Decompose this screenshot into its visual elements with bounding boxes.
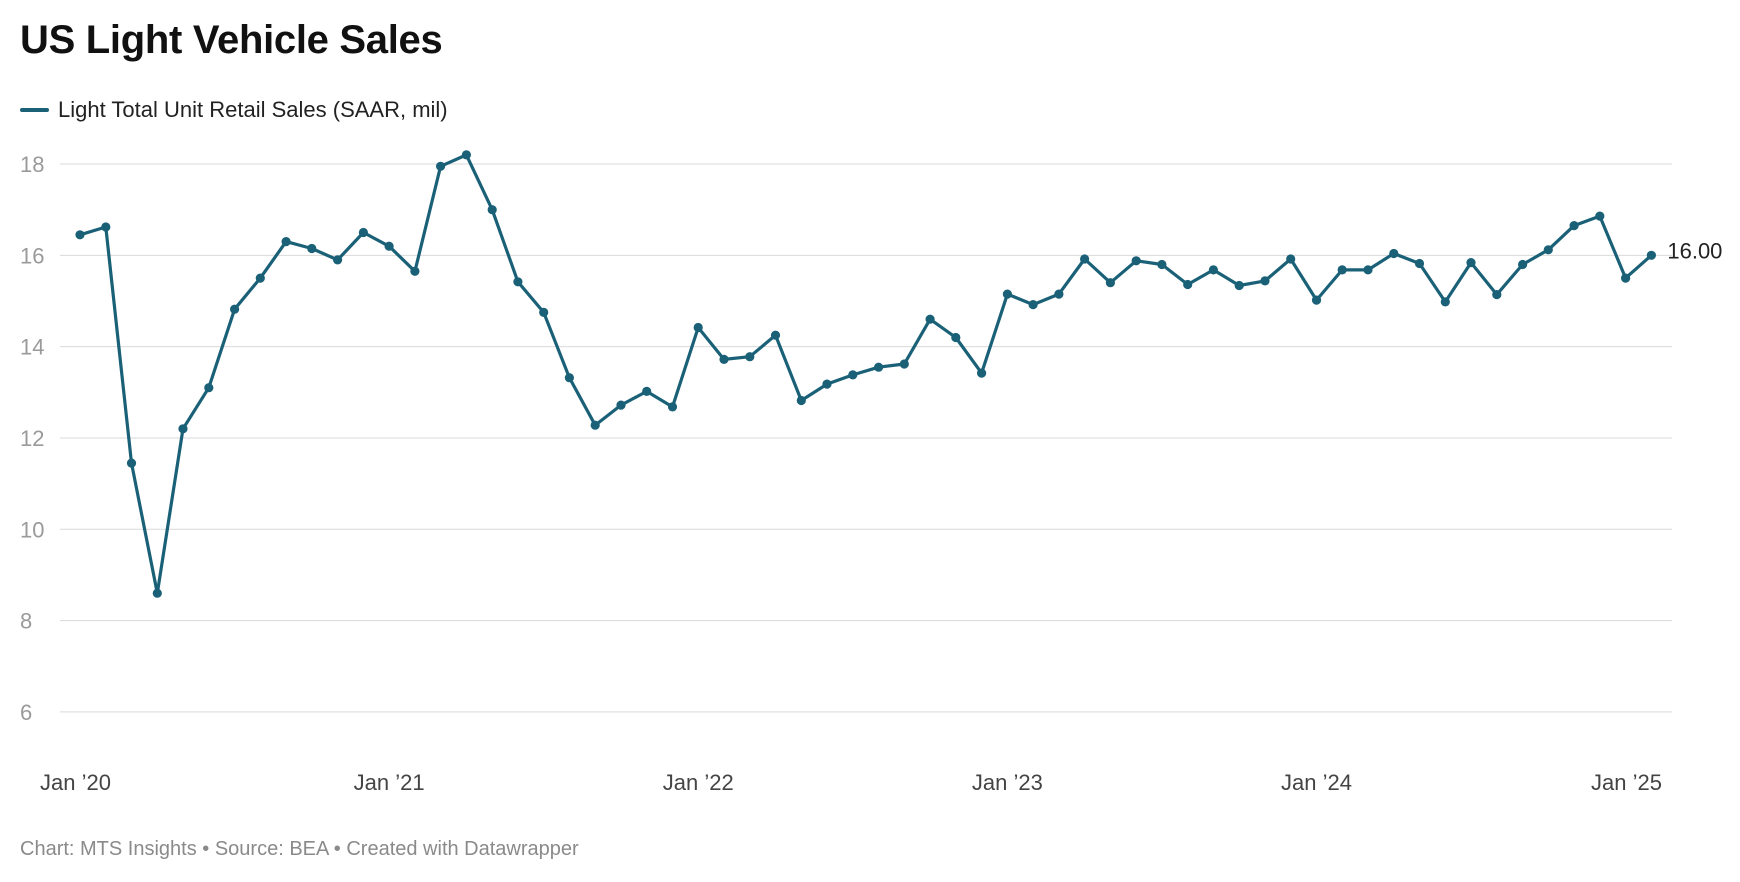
legend: Light Total Unit Retail Sales (SAAR, mil…: [20, 97, 448, 123]
data-point: [461, 150, 471, 160]
data-point: [1569, 221, 1579, 231]
data-point: [977, 368, 987, 378]
end-value-label: 16.00: [1667, 238, 1722, 263]
data-point: [899, 359, 909, 369]
y-tick-label: 14: [20, 335, 44, 360]
data-point: [848, 370, 858, 380]
data-point: [1389, 248, 1399, 259]
y-tick-label: 8: [20, 609, 32, 634]
data-point: [1595, 211, 1605, 221]
data-point: [152, 588, 162, 598]
data-point: [333, 255, 343, 265]
data-point: [874, 362, 884, 372]
data-point: [1002, 289, 1013, 299]
y-tick-label: 18: [20, 152, 44, 177]
data-point: [1028, 300, 1038, 310]
legend-swatch: [20, 108, 49, 112]
data-point: [75, 230, 85, 240]
data-point: [590, 420, 600, 430]
data-point: [1311, 295, 1322, 305]
data-point: [436, 161, 446, 171]
data-point: [487, 205, 497, 215]
data-point: [1157, 259, 1167, 270]
chart-title: US Light Vehicle Sales: [20, 18, 443, 62]
legend-label: Light Total Unit Retail Sales (SAAR, mil…: [58, 97, 448, 122]
x-axis-tick-labels: Jan ’20 Jan ’21 Jan ’22 Jan ’23 Jan ’24 Jan ’…: [40, 770, 1662, 795]
data-point: [255, 273, 265, 283]
data-point: [204, 383, 214, 393]
data-point: [1234, 280, 1244, 291]
data-point: [410, 266, 420, 276]
data-point: [126, 458, 137, 468]
y-axis-tick-labels: 6 8 10 12 14 16 18: [20, 152, 44, 725]
data-point: [1621, 273, 1631, 283]
y-tick-label: 16: [20, 243, 44, 268]
x-tick-label: Jan ’24: [1281, 770, 1352, 795]
data-point: [925, 314, 935, 324]
data-point: [513, 277, 523, 287]
data-point: [1286, 254, 1296, 264]
gridlines: [60, 163, 1672, 713]
x-tick-label: Jan ’21: [354, 770, 425, 795]
data-point: [539, 307, 549, 317]
y-tick-label: 12: [20, 426, 44, 451]
data-point: [1492, 290, 1502, 300]
data-point: [1646, 250, 1656, 260]
x-tick-label: Jan ’20: [40, 770, 111, 795]
data-point: [230, 304, 240, 314]
data-point: [642, 386, 652, 396]
data-point: [1543, 245, 1553, 255]
data-point: [1260, 276, 1270, 286]
data-point: [1466, 258, 1476, 268]
data-point: [384, 241, 394, 251]
data-point: [1337, 265, 1347, 275]
y-tick-label: 10: [20, 517, 44, 542]
data-point: [1414, 258, 1425, 269]
y-tick-label: 6: [20, 700, 32, 725]
data-point: [1080, 254, 1090, 264]
data-point: [564, 373, 575, 383]
data-labels: 16.00: [1667, 238, 1722, 263]
data-point: [1105, 278, 1115, 288]
data-point: [693, 322, 703, 333]
data-point: [1054, 289, 1064, 299]
data-point: [307, 243, 317, 254]
x-tick-label: Jan ’25: [1591, 770, 1662, 795]
data-point: [770, 330, 781, 340]
data-point: [178, 424, 188, 434]
data-point: [719, 354, 729, 364]
data-point: [1131, 256, 1141, 266]
data-point: [667, 402, 678, 412]
data-point: [281, 237, 291, 247]
data-point: [951, 332, 961, 343]
data-point: [1208, 265, 1218, 275]
data-point: [1363, 265, 1373, 275]
data-point: [101, 222, 111, 232]
data-point: [745, 352, 755, 362]
data-point: [1440, 297, 1450, 307]
data-point: [796, 395, 806, 406]
x-tick-label: Jan ’23: [972, 770, 1043, 795]
x-tick-label: Jan ’22: [663, 770, 734, 795]
data-point: [1518, 259, 1528, 270]
chart-footer-credit: Chart: MTS Insights • Source: BEA • Crea…: [20, 838, 579, 860]
series-line-light-vehicle-sales: [78, 153, 1654, 595]
series-layer: [75, 150, 1656, 598]
data-point: [358, 227, 368, 238]
data-point: [616, 400, 626, 410]
data-point: [822, 379, 832, 389]
data-point: [1183, 279, 1193, 290]
